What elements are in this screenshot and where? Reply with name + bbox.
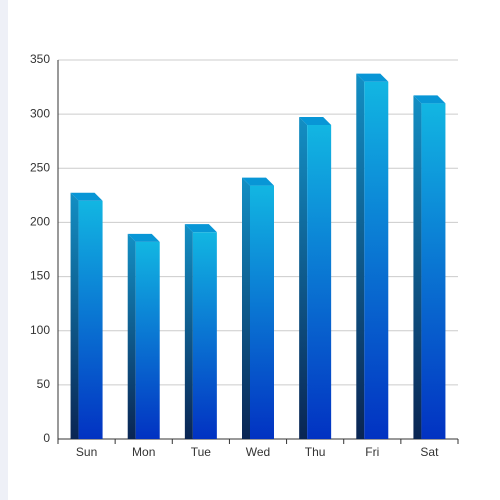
bar xyxy=(250,185,274,439)
bar-side xyxy=(242,177,250,439)
bar xyxy=(364,81,389,440)
bar-cap xyxy=(299,116,332,125)
x-tick-label: Wed xyxy=(246,445,270,459)
bar-cap xyxy=(127,233,160,242)
bar-side xyxy=(70,192,79,439)
y-tick-label: 50 xyxy=(37,377,51,391)
x-tick-label: Mon xyxy=(132,445,155,459)
y-tick-label: 300 xyxy=(30,106,50,120)
sidebar xyxy=(0,0,8,500)
y-tick-label: 0 xyxy=(43,431,50,445)
x-tick-label: Sun xyxy=(76,445,97,459)
bar-cap xyxy=(184,224,217,233)
bar-side xyxy=(184,224,193,439)
bar xyxy=(135,241,160,439)
bar xyxy=(307,124,332,439)
bar-cap xyxy=(70,192,103,201)
bar-side xyxy=(413,95,422,440)
bar-side xyxy=(299,116,308,439)
bar-cap xyxy=(413,95,446,104)
y-tick-label: 350 xyxy=(30,52,50,66)
bar xyxy=(78,200,103,439)
y-tick-label: 150 xyxy=(30,269,50,283)
x-tick-label: Fri xyxy=(365,445,379,459)
y-tick-label: 200 xyxy=(30,215,50,229)
x-tick-label: Tue xyxy=(191,445,212,459)
bar-cap xyxy=(242,177,274,186)
bar xyxy=(421,103,446,440)
x-tick-label: Thu xyxy=(305,445,326,459)
bar-side xyxy=(127,233,136,439)
y-tick-label: 100 xyxy=(30,323,50,337)
bar xyxy=(192,232,217,439)
y-tick-label: 250 xyxy=(30,160,50,174)
x-tick-label: Sat xyxy=(420,445,439,459)
bar-side xyxy=(356,73,365,440)
bar-cap xyxy=(356,73,389,82)
